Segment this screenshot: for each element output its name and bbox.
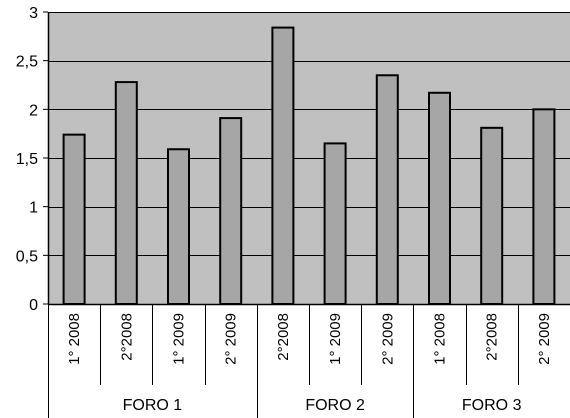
group-label: FORO 1 — [123, 397, 183, 414]
x-tick-label: 1° 2008 — [432, 313, 449, 365]
bar — [167, 148, 190, 305]
x-tick-label: 1° 2009 — [327, 313, 344, 365]
x-tick-label: 2°2008 — [484, 313, 501, 361]
bar — [219, 117, 243, 305]
x-tick-label: 2°2008 — [275, 313, 292, 361]
x-tick-label: 2° 2009 — [536, 313, 553, 365]
y-tick-label: 0,5 — [16, 248, 38, 265]
group-label: FORO 3 — [462, 397, 522, 414]
x-tick-label: 2°2008 — [118, 313, 135, 361]
y-axis: 0 0,5 1 1,5 2 2,5 3 — [16, 5, 50, 314]
x-tick-label: 2° 2009 — [223, 313, 240, 365]
x-tick-label: 2° 2009 — [379, 313, 396, 365]
y-tick-label: 2 — [29, 102, 38, 119]
y-tick-label: 1 — [29, 200, 38, 217]
bar — [480, 126, 504, 306]
bar — [114, 81, 138, 305]
y-tick-label: 1,5 — [16, 151, 38, 168]
y-tick-label: 0 — [29, 297, 38, 314]
bar — [375, 74, 399, 306]
bar — [271, 26, 295, 305]
bar — [428, 91, 451, 305]
x-axis: 1° 2008 2°2008 1° 2009 2° 2009 2°2008 1° 2009… — [48, 303, 570, 418]
y-tick-label: 3 — [29, 5, 38, 22]
x-tick-label: 1° 2009 — [171, 313, 188, 365]
y-tick-label: 2,5 — [16, 54, 38, 71]
bar — [323, 142, 347, 305]
x-tick-label: 1° 2008 — [66, 313, 83, 365]
bar — [532, 108, 556, 306]
bar — [62, 133, 86, 305]
group-label: FORO 2 — [305, 397, 365, 414]
